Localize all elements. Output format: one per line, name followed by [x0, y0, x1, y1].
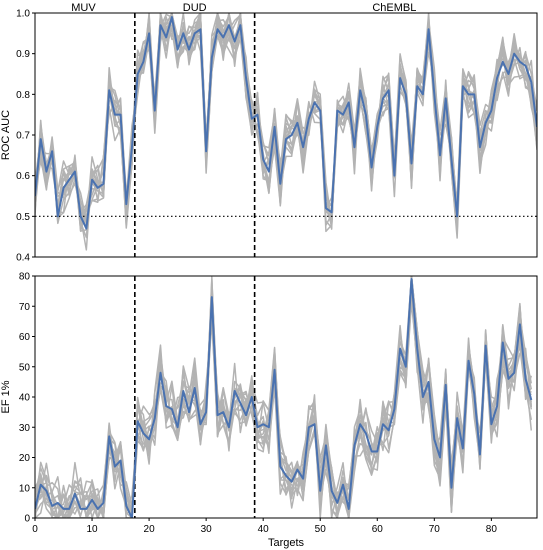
y-tick-label: 30	[19, 423, 31, 434]
plot-area	[35, 13, 537, 257]
roc-auc-panel: 0.4 0.5 0.6 0.7 0.8 0.9 1.0 ROC AUC MUV DUD ChEMBL	[0, 2, 538, 264]
y-tick-label: 50	[19, 362, 31, 373]
x-tick-label: 60	[372, 524, 384, 535]
y-tick-label: 80	[19, 272, 31, 283]
x-tick-label: 0	[32, 524, 38, 535]
y-tick-label: 0.6	[16, 171, 30, 182]
y-tick-label: 0	[24, 514, 30, 525]
section-label: MUV	[71, 2, 96, 14]
y-tick-label: 0.9	[16, 49, 30, 60]
y-axis-label: ROC AUC	[0, 110, 12, 160]
y-tick-label: 20	[19, 453, 31, 464]
x-tick-label: 40	[258, 524, 270, 535]
y-tick-label: 0.4	[16, 253, 30, 264]
x-tick-label: 50	[315, 524, 327, 535]
y-tick-label: 0.5	[16, 212, 30, 223]
y-tick-label: 0.7	[16, 131, 30, 142]
x-tick-label: 10	[86, 524, 98, 535]
y-tick-label: 60	[19, 332, 31, 343]
x-tick-label: 70	[429, 524, 441, 535]
x-tick-label: 30	[201, 524, 213, 535]
y-tick-label: 40	[19, 393, 31, 404]
y-axis-label: EF 1%	[0, 380, 12, 413]
ef-panel: 0 10 20 30 40 50 60 70 80 0 10 20 30 40 50 60 70 80 EF 1% T…	[0, 272, 538, 549]
y-tick-label: 70	[19, 302, 31, 313]
highlight-series-line	[35, 278, 533, 518]
background-series-line	[35, 13, 537, 227]
y-tick-label: 10	[19, 483, 31, 494]
x-tick-label: 20	[144, 524, 156, 535]
y-tick-label: 0.8	[16, 90, 30, 101]
section-label: ChEMBL	[372, 2, 416, 14]
section-label: DUD	[183, 2, 207, 14]
x-axis-label: Targets	[268, 537, 305, 549]
x-tick-label: 80	[486, 524, 498, 535]
plot-area	[35, 276, 533, 518]
highlight-series-line	[35, 16, 537, 230]
y-tick-label: 1.0	[16, 9, 30, 20]
background-series-line	[35, 278, 533, 518]
